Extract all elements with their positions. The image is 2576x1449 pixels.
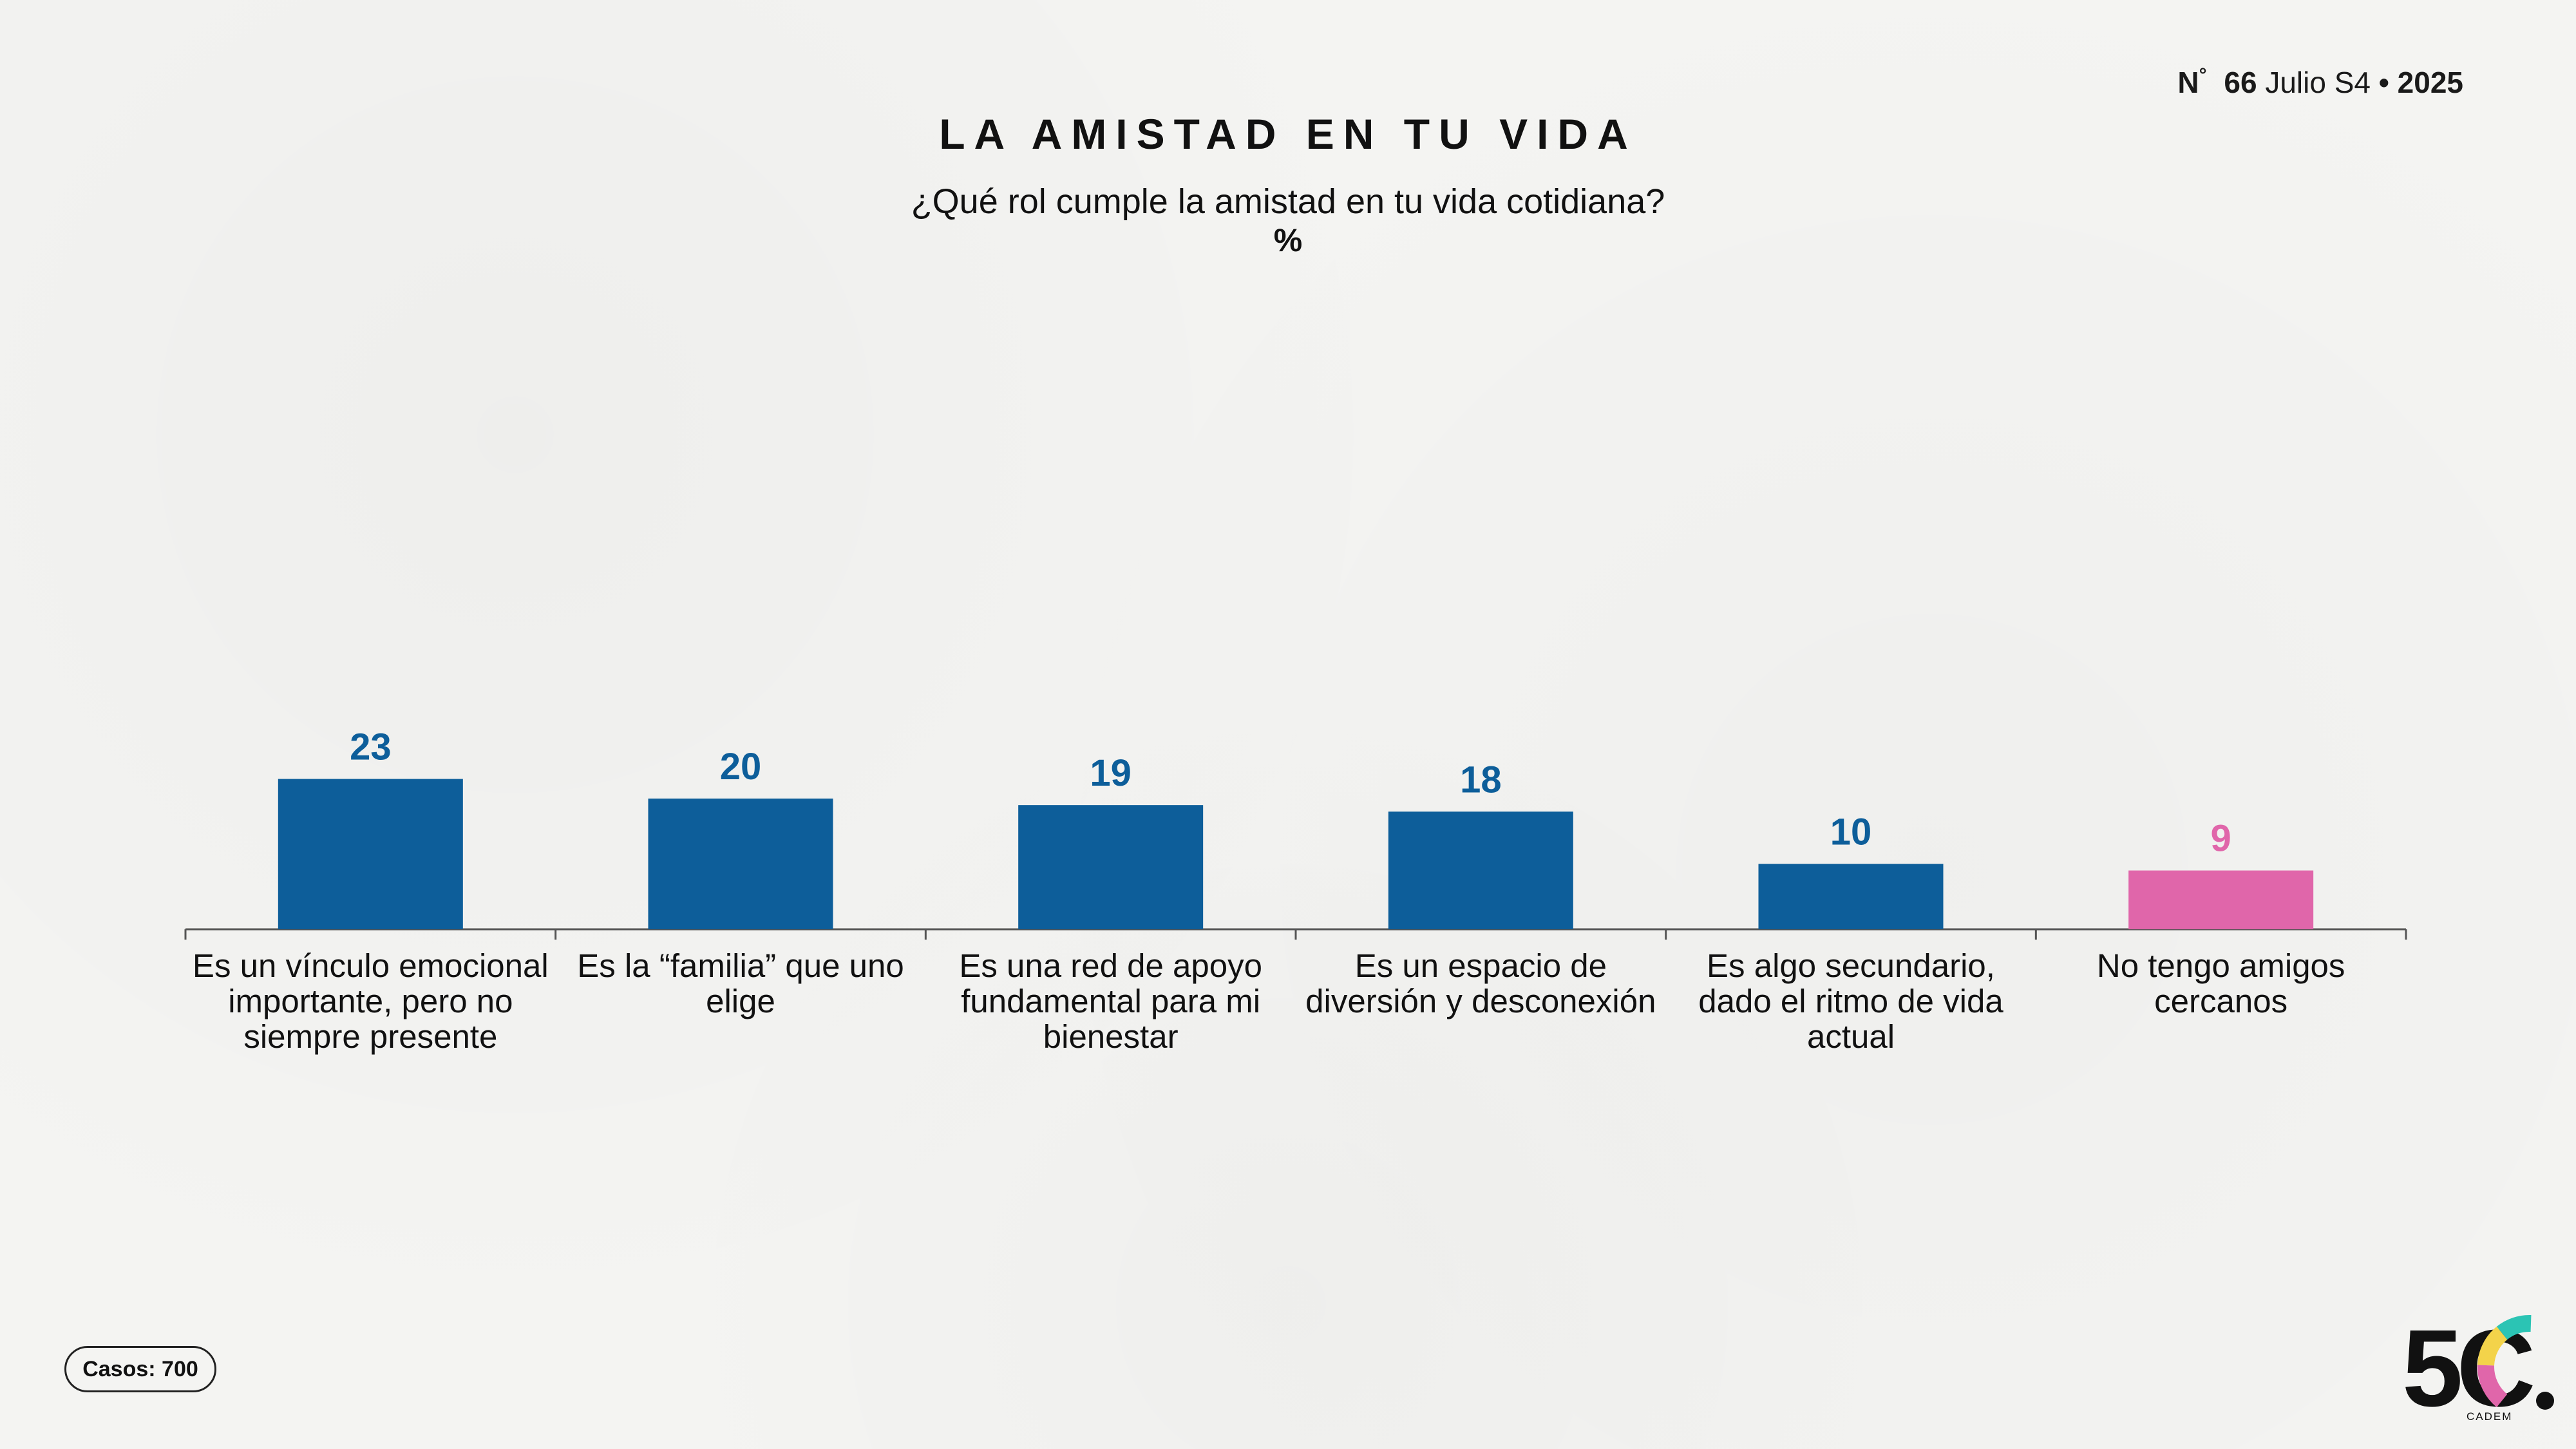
bar <box>2128 870 2314 929</box>
category-label: No tengo amigos cercanos <box>2096 947 2345 1019</box>
logo-subtitle: CADEM <box>2467 1410 2513 1423</box>
data-label: 10 <box>1830 811 1872 853</box>
chart-subtitle: ¿Qué rol cumple la amistad en tu vida co… <box>911 182 1665 221</box>
category-label: Es una red de apoyo fundamental para mi … <box>959 947 1262 1055</box>
cadem-logo: 5C <box>2402 1307 2554 1426</box>
category-label: Es la “familia” que uno elige <box>577 947 904 1019</box>
issue-separator: • <box>2378 66 2389 99</box>
issue-label: N° 66 Julio S4 • 2025 <box>2177 64 2463 100</box>
bar <box>1758 864 1944 929</box>
data-label: 9 <box>2211 818 2231 860</box>
issue-year: 2025 <box>2397 66 2463 99</box>
chart-title: LA AMISTAD EN TU VIDA <box>939 110 1637 158</box>
bar <box>1388 811 1573 929</box>
logo-arc-1 <box>2496 1314 2532 1340</box>
category-label: Es un espacio de diversión y desconexión <box>1305 947 1656 1019</box>
sample-size-badge: Casos: 700 <box>64 1346 216 1392</box>
issue-number: 66 <box>2224 66 2257 99</box>
data-label: 23 <box>350 726 392 768</box>
issue-period: Julio S4 <box>2265 66 2371 99</box>
logo-arc-3 <box>2477 1365 2508 1408</box>
category-label: Es algo secundario, dado el ritmo de vid… <box>1698 947 2003 1055</box>
bar <box>648 799 833 929</box>
data-label: 20 <box>720 746 762 788</box>
bar <box>278 779 463 929</box>
logo-dot <box>2536 1392 2554 1410</box>
data-label: 18 <box>1460 759 1502 800</box>
chart-unit: % <box>1273 222 1303 258</box>
logo-arc-2 <box>2477 1326 2508 1367</box>
data-label: 19 <box>1090 752 1132 794</box>
issue-symbol: N <box>2177 66 2199 99</box>
issue-degree: ° <box>2199 64 2207 86</box>
category-label: Es un vínculo emocional importante, pero… <box>192 947 549 1055</box>
bar <box>1018 805 1204 929</box>
